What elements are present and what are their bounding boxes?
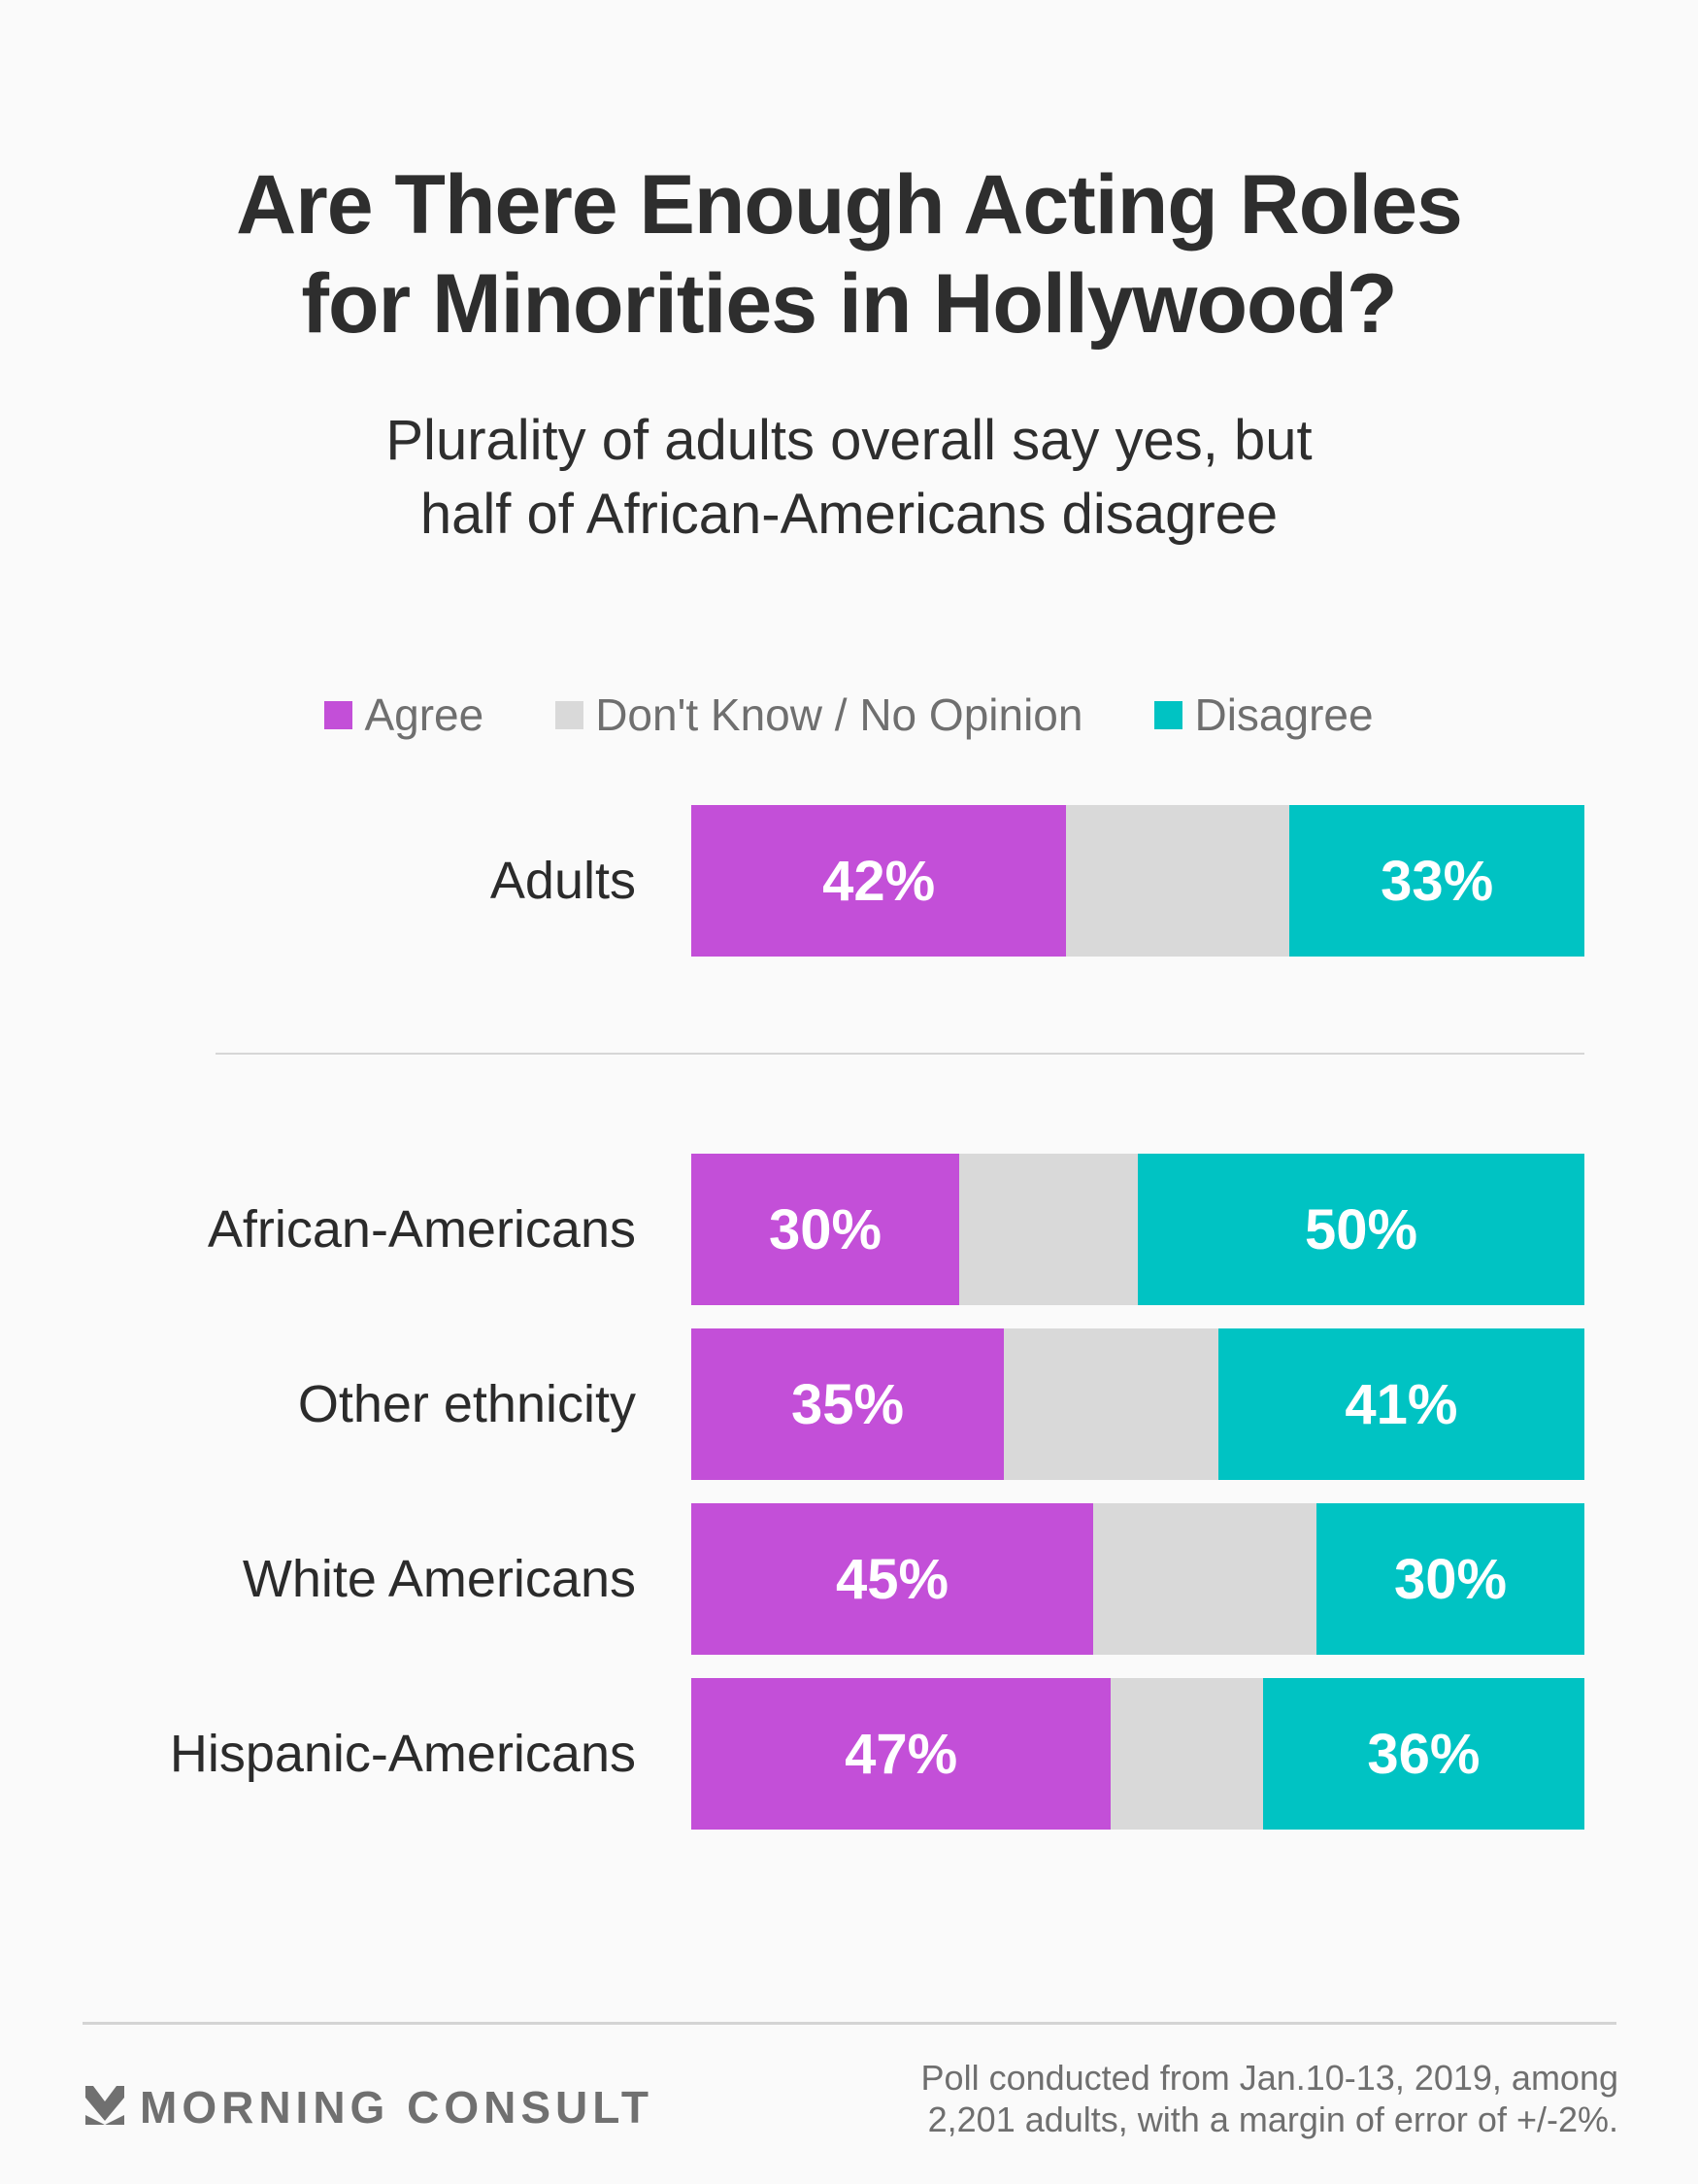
group-divider (216, 1053, 1584, 1055)
bar-african-americans-disagree: 50% (1138, 1154, 1584, 1305)
chart-title: Are There Enough Acting Roles for Minori… (0, 155, 1698, 353)
legend-swatch-dont-know (555, 700, 584, 729)
title-line-1: Are There Enough Acting Roles (236, 158, 1463, 252)
subtitle-line-2: half of African-Americans disagree (419, 483, 1279, 546)
morning-consult-chevron-icon (85, 2085, 124, 2130)
legend: Agree Don't Know / No Opinion Disagree (0, 686, 1698, 744)
data-label-other-ethnicity-agree: 35% (790, 1372, 905, 1436)
legend-swatch-agree (324, 700, 353, 729)
bar-other-ethnicity-agree: 35% (691, 1328, 1004, 1480)
row-label-white-americans: White Americans (242, 1550, 636, 1608)
legend-swatch-disagree (1154, 700, 1183, 729)
footnote-line-2: 2,201 adults, with a margin of error of … (927, 2100, 1618, 2139)
data-label-hispanic-americans-agree: 47% (845, 1722, 958, 1786)
data-label-adults-disagree: 33% (1381, 849, 1494, 913)
data-label-adults-agree: 42% (822, 849, 936, 913)
bar-white-americans-disagree: 30% (1316, 1503, 1584, 1655)
data-label-african-americans-agree: 30% (768, 1197, 882, 1261)
brand-logo: MORNING CONSULT (85, 2081, 653, 2134)
bar-adults-agree: 42% (691, 805, 1067, 957)
row-label-hispanic-americans: Hispanic-Americans (169, 1725, 636, 1783)
data-label-white-americans-disagree: 30% (1393, 1547, 1508, 1611)
subtitle-line-1: Plurality of adults overall say yes, but (385, 409, 1313, 472)
bar-white-americans-agree: 45% (691, 1503, 1093, 1655)
legend-item-agree: Agree (324, 689, 483, 741)
bar-adults-disagree: 33% (1289, 805, 1584, 957)
legend-label-dont-know: Don't Know / No Opinion (595, 689, 1083, 740)
poll-footnote: Poll conducted from Jan.10-13, 2019, amo… (921, 2057, 1618, 2140)
legend-label-agree: Agree (364, 689, 484, 740)
data-label-white-americans-agree: 45% (835, 1547, 949, 1611)
bar-hispanic-americans-disagree: 36% (1262, 1678, 1584, 1830)
bar-white-americans-dont-know (1093, 1503, 1316, 1655)
row-label-african-americans: African-Americans (207, 1200, 636, 1259)
bar-other-ethnicity-dont-know (1004, 1328, 1218, 1480)
legend-item-disagree: Disagree (1154, 689, 1374, 741)
row-label-other-ethnicity: Other ethnicity (297, 1375, 636, 1433)
brand-name: MORNING CONSULT (140, 2082, 654, 2133)
bar-hispanic-americans-dont-know (1111, 1678, 1263, 1830)
data-label-african-americans-disagree: 50% (1304, 1197, 1418, 1261)
row-label-adults: Adults (489, 852, 636, 910)
chart-subtitle: Plurality of adults overall say yes, but… (0, 404, 1698, 552)
bar-other-ethnicity-disagree: 41% (1217, 1328, 1584, 1480)
legend-label-disagree: Disagree (1194, 689, 1374, 740)
footnote-line-1: Poll conducted from Jan.10-13, 2019, amo… (920, 2058, 1618, 2098)
data-label-other-ethnicity-disagree: 41% (1345, 1372, 1458, 1436)
title-line-2: for Minorities in Hollywood? (301, 257, 1397, 351)
bar-hispanic-americans-agree: 47% (691, 1678, 1112, 1830)
bar-african-americans-dont-know (959, 1154, 1138, 1305)
data-label-hispanic-americans-disagree: 36% (1367, 1722, 1481, 1786)
bar-african-americans-agree: 30% (691, 1154, 959, 1305)
legend-item-dont-know: Don't Know / No Opinion (555, 689, 1082, 741)
footer-divider (83, 2022, 1616, 2025)
bar-adults-dont-know (1066, 805, 1290, 957)
